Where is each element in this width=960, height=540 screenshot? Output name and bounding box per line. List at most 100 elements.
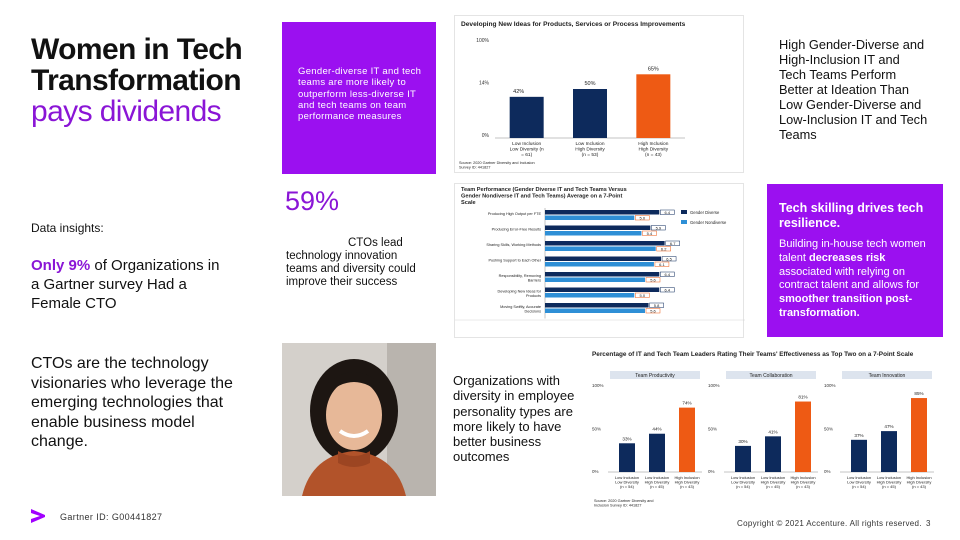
chart2-value-box xyxy=(651,225,666,231)
chart1-bar xyxy=(636,74,671,138)
chart3-category-label: Low Inclusion High Diversity (n = 45) xyxy=(877,475,902,489)
chart2-bar xyxy=(545,293,635,298)
chart1-ytick-100: 100% xyxy=(476,38,489,44)
chart2-bar xyxy=(545,246,656,251)
tech-skilling-body: Building in-house tech women talent decr… xyxy=(779,238,939,321)
chart2-category-label: Responsibility, Removing Barriers xyxy=(499,274,541,282)
body-bold-2: smoother transition post-transformation. xyxy=(779,293,913,319)
chart2-value-box xyxy=(660,209,675,215)
chart3-ytick-0: 0% xyxy=(592,469,599,474)
chart2-value-label: 5.8 xyxy=(654,303,660,308)
body-part-2: associated with relying on contract tale… xyxy=(779,265,920,292)
chart3-value-label: 81% xyxy=(798,395,807,400)
chart3-panel-header-bg xyxy=(726,371,816,379)
title-subtitle: pays dividends xyxy=(31,95,222,128)
chart2-legend-swatch xyxy=(681,210,687,214)
chart2-bar xyxy=(545,210,660,215)
chart3-value-label: 44% xyxy=(652,427,661,432)
chart2-category-label: Moving Swiftly, Accurate Decisions xyxy=(500,305,541,313)
chart2-bar xyxy=(545,262,654,267)
chart2-value-box xyxy=(660,271,675,277)
chart2-value-box xyxy=(661,256,677,262)
tech-skilling-box: Tech skilling drives tech resilience. Bu… xyxy=(767,184,943,337)
chart3-panel-header-bg xyxy=(842,371,932,379)
chart3-value-label: 74% xyxy=(682,401,691,406)
woman-portrait-photo xyxy=(282,343,436,496)
chart2-category-label: Producing High Output per FTE xyxy=(488,212,542,216)
chart1-bar xyxy=(509,96,544,138)
chart2-value-label: 5.6 xyxy=(650,308,656,313)
tech-skilling-title: Tech skilling drives tech resilience. xyxy=(779,201,924,230)
chart3-bar xyxy=(911,398,927,472)
chart3-ytick-0: 0% xyxy=(824,469,831,474)
chart-developing-new-ideas: Developing New Ideas for Products, Servi… xyxy=(454,15,744,173)
chart1-bar xyxy=(573,89,607,138)
chart3-value-label: 85% xyxy=(914,391,923,396)
chart1-title: Developing New Ideas for Products, Servi… xyxy=(461,21,686,28)
diversity-callout-box: Gender-diverse IT and tech teams are mor… xyxy=(282,22,436,174)
chart2-bar xyxy=(545,287,660,292)
insight-cto-visionaries: CTOs are the technology visionaries who … xyxy=(31,355,233,450)
chart2-category-label: Developing New Ideas for Products xyxy=(498,290,542,298)
copyright: Copyright © 2021 Accenture. All rights r… xyxy=(737,519,922,528)
chart3-panel-title: Team Productivity xyxy=(635,373,675,379)
chart-team-effectiveness: Percentage of IT and Tech Team Leaders R… xyxy=(590,347,943,512)
chart3-bar xyxy=(851,439,867,472)
chart2-category-label: Producing Error-Free Results xyxy=(492,228,541,232)
chart2-value-label: 6.4 xyxy=(665,272,671,277)
chart2-value-label: 5.0 xyxy=(640,293,646,298)
chart3-title: Percentage of IT and Tech Team Leaders R… xyxy=(592,351,914,358)
chart2-legend-label: Gender Diverse xyxy=(690,210,720,215)
chart2-value-label: 6.7 xyxy=(670,241,676,246)
chart2-value-box xyxy=(635,292,650,298)
insight-stat-rest: of Organizations in a Gartner survey Had… xyxy=(31,257,220,312)
chart2-value-box xyxy=(635,215,650,221)
chart3-ytick-50: 50% xyxy=(824,427,833,432)
chart2-value-label: 6.4 xyxy=(665,210,671,215)
chart3-bar xyxy=(765,436,781,472)
chart2-value-label: 5.6 xyxy=(650,277,656,282)
chart3-panel-header-bg xyxy=(610,371,700,379)
chart2-value-label: 6.2 xyxy=(661,246,667,251)
chart3-category-label: Low Inclusion High Diversity (n = 45) xyxy=(761,475,786,489)
chart1-category-label: Low Inclusion High Diversity (n = 53) xyxy=(575,141,605,158)
chart3-bar xyxy=(649,433,665,472)
chart2-value-label: 5.4 xyxy=(647,231,653,236)
chart3-panel-title: Team Innovation xyxy=(869,373,906,379)
insight-stat-emph: Only 9% xyxy=(31,257,91,274)
stat-59-percent: 59% xyxy=(285,186,340,216)
chart3-value-label: 41% xyxy=(768,429,777,434)
chart2-value-box xyxy=(654,261,670,267)
chart1-value-label: 65% xyxy=(648,66,659,72)
chart2-value-box xyxy=(665,240,680,246)
chart3-ytick-50: 50% xyxy=(592,427,601,432)
chart1-value-label: 42% xyxy=(513,89,524,95)
chart3-ytick-0: 0% xyxy=(708,469,715,474)
chart2-category-label: Pushing Support to Each Other xyxy=(488,259,541,263)
chart2-value-box xyxy=(645,277,661,283)
chart3-value-label: 47% xyxy=(884,424,893,429)
body-bold-1: decreases risk xyxy=(808,251,886,264)
chart2-bar xyxy=(545,225,651,230)
page-number: 3 xyxy=(926,519,931,528)
chart2-legend-label: Gender Nondiverse xyxy=(690,220,727,225)
chart1-category-label: Low Inclusion Low Diversity (n = 61) xyxy=(510,141,544,158)
chart2-bar xyxy=(545,272,660,277)
chart3-category-label: High Inclusion High Diversity (n = 43) xyxy=(906,475,931,489)
gartner-id: Gartner ID: G00441827 xyxy=(60,512,163,522)
insight-female-cto: Only 9% of Organizations in a Gartner su… xyxy=(31,256,231,313)
chart3-ytick-100: 100% xyxy=(708,383,720,388)
title-bold: Women in Tech Transformation xyxy=(31,33,243,97)
ideation-heading: High Gender-Diverse and High-Inclusion I… xyxy=(779,37,928,142)
chart3-bar xyxy=(679,407,695,472)
chart2-value-label: 6.4 xyxy=(665,287,671,292)
chart1-value-label: 50% xyxy=(584,81,595,87)
chart1-source: Source: 2020 Gartner Diversity and Inclu… xyxy=(459,161,535,169)
chart2-value-label: 6.1 xyxy=(659,262,665,267)
chart3-category-label: Low Inclusion High Diversity (n = 45) xyxy=(645,475,670,489)
chart2-title: Team Performance (Gender Diverse IT and … xyxy=(461,187,627,206)
chart3-category-label: High Inclusion High Diversity (n = 43) xyxy=(790,475,815,489)
accenture-logo-icon xyxy=(31,509,45,523)
organizations-diversity-text: Organizations with diversity in employee… xyxy=(453,373,575,465)
chart-team-performance: Team Performance (Gender Diverse IT and … xyxy=(454,183,745,338)
